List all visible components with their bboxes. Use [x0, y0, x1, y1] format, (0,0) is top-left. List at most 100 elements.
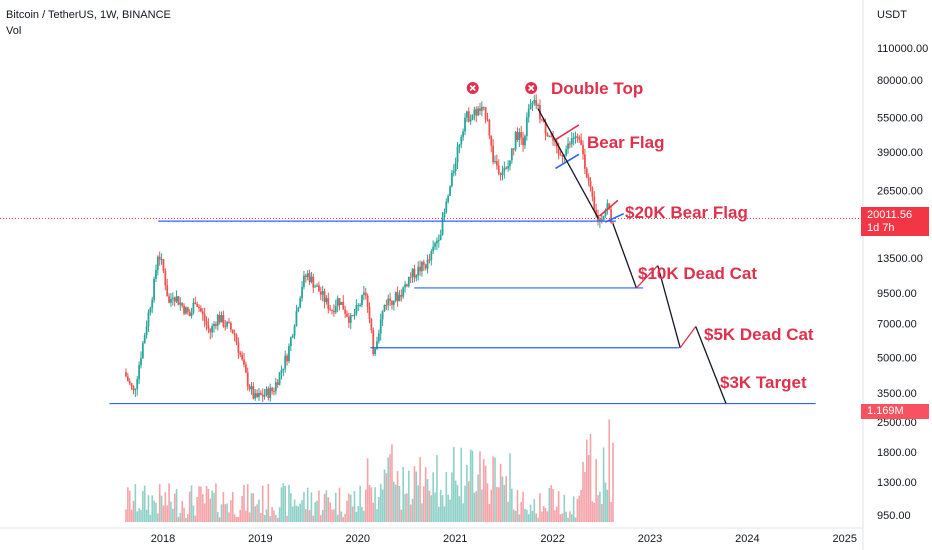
candle-body [164, 270, 167, 286]
volume-bar [162, 505, 165, 522]
time-tick-label: 2020 [346, 533, 370, 545]
candle-body [147, 312, 150, 327]
volume-bar [520, 501, 523, 522]
candle-body [228, 321, 230, 324]
volume-bar [597, 495, 599, 522]
candle-body [507, 166, 509, 169]
volume-bar [312, 515, 315, 522]
candle-body [392, 300, 395, 305]
candle-body [391, 300, 393, 305]
volume-bar [441, 495, 444, 522]
candle-body [132, 386, 135, 391]
candle-body [398, 294, 401, 301]
projection-drop-line [612, 223, 637, 289]
candle-body [612, 222, 614, 224]
volume-bar [166, 505, 168, 522]
candle-body [430, 251, 433, 261]
candle-body [421, 262, 423, 272]
volume-bar [200, 486, 202, 522]
candle-body [406, 284, 408, 287]
volume-bar [417, 485, 419, 522]
volume-bar [497, 487, 500, 522]
volume-bar [439, 489, 442, 522]
volume-bar [231, 492, 234, 522]
candle-body [389, 298, 391, 301]
candle-body [361, 294, 363, 305]
volume-bar [222, 492, 225, 522]
candle-body [175, 296, 178, 302]
volume-indicator-label[interactable]: Vol [6, 25, 22, 37]
candle-body [471, 114, 474, 120]
candle-body [303, 275, 305, 287]
candle-body [188, 311, 191, 317]
candle-body [263, 394, 266, 397]
candle-body [533, 99, 536, 103]
volume-bar [415, 471, 418, 522]
volume-bar [269, 516, 272, 522]
volume-bar [565, 511, 567, 522]
volume-bar [584, 472, 586, 522]
candle-body [593, 196, 596, 210]
volume-bar [151, 495, 154, 522]
volume-bar [516, 489, 519, 522]
candle-body [194, 302, 197, 304]
candle-body [342, 301, 345, 310]
volume-bar [158, 484, 161, 522]
candle-body [278, 372, 281, 385]
volume-tick-label: 1300.00 [877, 477, 917, 489]
candle-body [346, 313, 348, 317]
candle-body [585, 168, 588, 178]
candle-body [168, 296, 170, 303]
candle-body [325, 298, 328, 302]
candle-body [241, 354, 244, 360]
volume-bar [276, 517, 279, 522]
candle-body [200, 308, 202, 312]
volume-bar [372, 502, 375, 522]
volume-bar [305, 509, 307, 522]
volume-bar [434, 492, 436, 522]
volume-bar [130, 509, 133, 522]
volume-bar [256, 504, 258, 522]
volume-bar [230, 500, 232, 522]
volume-bar [554, 510, 556, 522]
volume-bar [209, 498, 212, 522]
volume-bar [539, 493, 541, 522]
volume-bar [306, 487, 309, 522]
candle-body [239, 352, 242, 355]
volume-bar [224, 504, 227, 522]
candle-body [162, 259, 165, 271]
candle-body [570, 138, 573, 145]
volume-bar [572, 496, 575, 522]
candle-body [143, 335, 146, 344]
candle-body [467, 111, 470, 122]
candle-body [374, 348, 377, 355]
candle-body [364, 292, 367, 296]
volume-bar [374, 487, 376, 522]
candle-body [480, 106, 483, 111]
candle-body [319, 291, 322, 295]
candle-body [190, 312, 193, 317]
volume-bar [522, 491, 524, 522]
volume-bar [348, 493, 350, 522]
volume-bar [529, 504, 532, 522]
volume-bar [563, 494, 566, 522]
candle-body [529, 104, 532, 109]
candle-body [198, 306, 200, 309]
candle-body [578, 136, 581, 140]
volume-bar [198, 486, 200, 522]
volume-bar [469, 449, 472, 522]
projection-drop-line [537, 108, 599, 219]
volume-bar [331, 509, 333, 522]
volume-bar [353, 491, 356, 522]
candle-body [434, 243, 436, 247]
volume-bar [241, 496, 243, 522]
volume-bar [308, 510, 311, 522]
volume-bar [194, 515, 197, 522]
volume-bar [190, 485, 193, 522]
candle-body [458, 144, 461, 147]
volume-bar [569, 511, 571, 522]
candle-body [258, 393, 260, 398]
volume-bar [168, 483, 170, 522]
volume-bar [576, 498, 579, 522]
